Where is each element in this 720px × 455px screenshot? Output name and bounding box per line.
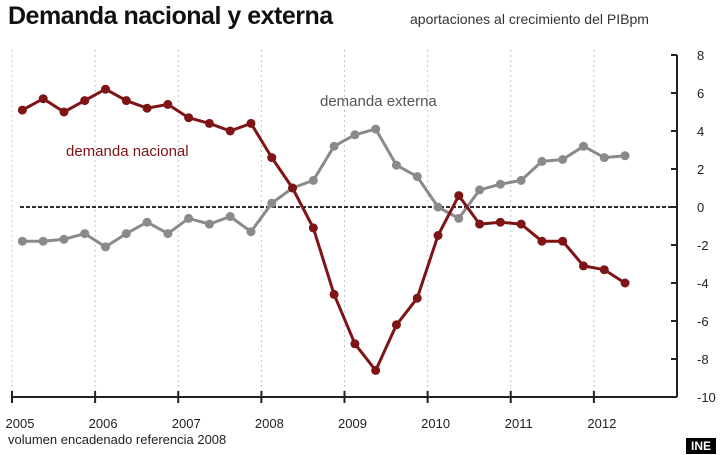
data-point-demanda-externa [101,242,111,252]
data-point-demanda-nacional [475,219,485,229]
footnote: volumen encadenado referencia 2008 [8,432,227,447]
x-tick-label: 2006 [89,416,118,431]
data-point-demanda-externa [225,212,235,221]
data-point-demanda-externa [558,155,568,164]
data-point-demanda-externa [371,124,381,134]
data-point-demanda-nacional [391,320,401,330]
data-point-demanda-nacional [267,153,277,163]
data-point-demanda-externa [412,172,422,182]
y-tick-label: -6 [697,314,709,329]
data-point-demanda-nacional [246,118,256,128]
data-point-demanda-nacional [308,223,318,233]
data-point-demanda-externa [391,160,401,170]
x-tick-label: 2005 [6,416,35,431]
series-line-demanda-nacional [21,87,626,372]
x-tick-label: 2007 [172,416,201,431]
data-point-demanda-nacional [329,289,339,299]
data-point-demanda-externa [433,202,443,212]
y-tick-label: 6 [697,86,704,101]
data-point-demanda-externa [516,175,526,185]
y-tick-label: -4 [697,276,709,291]
series-label-demanda-externa: demanda externa [320,93,437,110]
data-point-demanda-nacional [454,191,464,201]
data-point-demanda-nacional [578,261,588,271]
data-point-demanda-externa [495,179,505,189]
x-tick-label: 2012 [587,416,616,431]
data-point-demanda-nacional [142,103,152,113]
y-tick-label: -10 [697,390,716,405]
data-point-demanda-externa [184,213,194,223]
data-point-demanda-externa [59,234,69,244]
data-point-demanda-nacional [38,94,48,104]
y-tick-label: -2 [697,238,709,253]
data-point-demanda-nacional [620,278,630,288]
source-badge: INE [686,438,717,454]
data-point-demanda-externa [204,219,214,229]
data-point-demanda-nacional [412,293,422,303]
data-point-demanda-nacional [163,99,173,109]
data-point-demanda-nacional [184,113,194,123]
data-point-demanda-externa [454,213,464,223]
data-point-demanda-nacional [101,84,111,94]
data-point-demanda-nacional [371,365,381,375]
data-point-demanda-nacional [537,236,547,246]
series-label-demanda-nacional: demanda nacional [66,143,189,160]
data-point-demanda-externa [121,229,131,239]
data-point-demanda-nacional [121,96,131,106]
data-point-demanda-nacional [17,105,27,115]
y-tick-label: 4 [697,124,704,139]
x-tick-label: 2010 [421,416,450,431]
data-point-demanda-nacional [495,217,505,227]
data-point-demanda-externa [308,175,318,185]
data-point-demanda-externa [329,141,339,151]
data-point-demanda-externa [142,217,152,227]
y-tick-label: -8 [697,352,709,367]
y-tick-label: 8 [697,48,704,63]
data-point-demanda-externa [267,198,277,208]
data-point-demanda-nacional [516,219,526,229]
y-tick-label: 2 [697,162,704,177]
data-point-demanda-nacional [558,236,568,246]
data-point-demanda-externa [246,227,256,237]
data-point-demanda-externa [80,229,90,239]
data-point-demanda-externa [38,236,48,246]
data-point-demanda-externa [17,236,27,246]
x-tick-label: 2009 [338,416,367,431]
data-point-demanda-externa [537,156,547,166]
data-point-demanda-nacional [288,183,298,193]
data-point-demanda-nacional [599,265,609,275]
data-point-demanda-externa [163,229,173,239]
data-point-demanda-externa [475,185,485,195]
data-point-demanda-externa [620,151,630,161]
data-point-demanda-nacional [80,96,90,106]
data-point-demanda-externa [350,130,360,140]
data-point-demanda-externa [578,141,588,151]
data-point-demanda-nacional [204,118,214,128]
chart-subtitle: aportaciones al crecimiento del PIBpm [410,11,649,27]
data-point-demanda-nacional [350,339,360,349]
chart-title: Demanda nacional y externa [8,2,333,30]
data-point-demanda-externa [599,153,609,163]
x-tick-label: 2011 [505,416,533,431]
data-point-demanda-nacional [59,107,69,117]
x-tick-label: 2008 [255,416,284,431]
y-tick-label: 0 [697,200,704,215]
data-point-demanda-nacional [433,231,443,240]
data-point-demanda-nacional [225,126,235,136]
